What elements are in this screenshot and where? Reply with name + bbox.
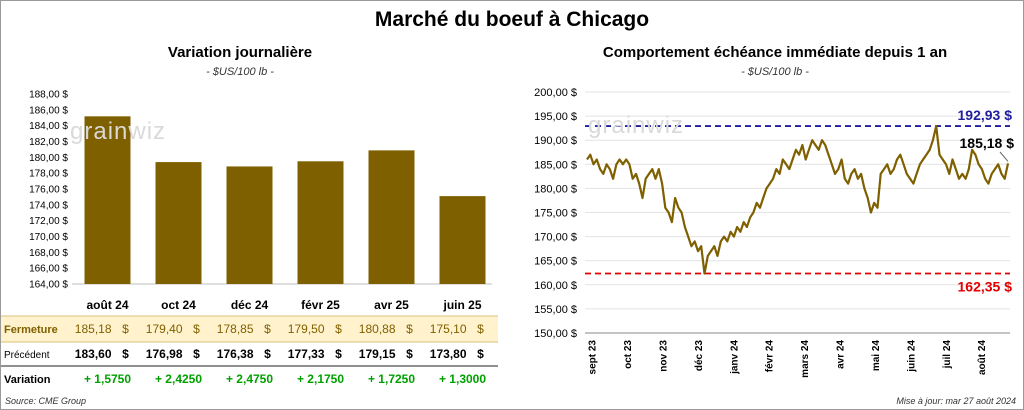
x-tick-label: mai 24 [871,340,882,372]
prev-value: 176,38 [217,347,254,361]
y-tick-label: 170,00 $ [534,232,577,244]
close-value: 185,18 [75,322,112,336]
close-currency: $ [477,322,484,336]
y-tick-label: 180,00 $ [29,153,68,164]
x-tick-label: oct 23 [623,340,634,369]
right-unit: - $US/100 lb - [741,66,809,78]
y-tick-label: 175,00 $ [534,208,577,220]
x-tick-label: juin 25 [442,298,481,312]
x-tick-label: févr 24 [765,340,776,373]
prev-currency: $ [335,347,342,361]
left-subtitle: Variation journalière [167,44,313,61]
y-tick-label: 168,00 $ [29,248,68,259]
y-tick-label: 185,00 $ [534,159,577,171]
y-tick-label: 186,00 $ [29,105,68,116]
prev-currency: $ [406,347,413,361]
close-currency: $ [122,322,129,336]
bar [84,116,131,284]
y-tick-label: 166,00 $ [29,264,68,275]
x-tick-label: nov 23 [658,340,669,372]
x-tick-label: mars 24 [800,340,811,378]
prev-currency: $ [193,347,200,361]
change-value: + 2,4250 [155,372,202,386]
y-tick-label: 176,00 $ [29,185,68,196]
bar [226,166,273,284]
line-chart: 150,00 $ 155,00 $ 160,00 $ 165,00 $ 170,00 $… [534,87,1015,378]
row-label-prev: Précédent [4,350,50,361]
x-tick-label: août 24 [977,340,988,375]
price-line [586,124,1010,275]
max-label: 192,93 $ [958,107,1013,123]
close-value: 175,10 [430,322,467,336]
y-tick-label: 184,00 $ [29,121,68,132]
y-tick-label: 155,00 $ [534,304,577,316]
close-value: 179,40 [146,322,183,336]
prev-currency: $ [122,347,129,361]
close-value: 178,85 [217,322,254,336]
min-label: 162,35 $ [958,278,1013,294]
y-tick-label: 164,00 $ [29,280,68,291]
close-value: 180,88 [359,322,396,336]
y-tick-label: 150,00 $ [534,328,577,340]
close-currency: $ [193,322,200,336]
x-tick-label: avr 24 [836,340,847,369]
y-tick-label: 180,00 $ [534,183,577,195]
prev-value: 179,15 [359,347,396,361]
y-tick-label: 178,00 $ [29,169,68,180]
row-label-change: Variation [4,374,51,386]
x-tick-label: sept 23 [588,340,599,375]
x-tick-label: avr 25 [374,298,409,312]
close-value: 179,50 [288,322,325,336]
y-tick-label: 160,00 $ [534,280,577,292]
prev-value: 177,33 [288,347,325,361]
prev-currency: $ [264,347,271,361]
close-currency: $ [335,322,342,336]
left-unit: - $US/100 lb - [206,66,274,78]
y-tick-label: 172,00 $ [29,216,68,227]
y-tick-label: 170,00 $ [29,232,68,243]
y-tick-label: 174,00 $ [29,200,68,211]
prev-value: 176,98 [146,347,183,361]
source-note: Source: CME Group [5,396,87,406]
prev-currency: $ [477,347,484,361]
y-tick-label: 182,00 $ [29,137,68,148]
bar [439,196,486,284]
x-tick-label: août 24 [86,298,128,312]
change-value: + 1,7250 [368,372,415,386]
bar [297,161,344,284]
change-value: + 2,1750 [297,372,344,386]
x-tick-label: oct 24 [161,298,196,312]
y-tick-label: 200,00 $ [534,87,577,99]
update-note: Mise à jour: mar 27 août 2024 [896,396,1016,406]
change-value: + 1,5750 [84,372,131,386]
bar-chart: 164,00 $ 166,00 $ 168,00 $ 170,00 $ 172,00 $… [1,90,498,386]
right-subtitle: Comportement échéance immédiate depuis 1… [602,44,948,61]
prev-value: 183,60 [75,347,112,361]
close-row-bg [1,316,498,342]
y-tick-label: 165,00 $ [534,256,577,268]
x-tick-label: févr 25 [301,298,340,312]
x-tick-label: juil 24 [942,340,953,370]
close-currency: $ [264,322,271,336]
bar [155,162,202,284]
bar [368,150,415,284]
x-tick-label: déc 24 [231,298,269,312]
watermark-right: grainwiz [588,112,685,139]
change-value: + 2,4750 [226,372,273,386]
last-label-leader [999,151,1009,162]
change-value: + 1,3000 [439,372,486,386]
x-tick-label: déc 23 [694,340,705,372]
x-tick-label: juin 24 [906,340,917,373]
y-tick-label: 188,00 $ [29,90,68,101]
row-label-close: Fermeture [4,324,58,336]
watermark-left: grainwiz [70,118,167,145]
prev-value: 173,80 [430,347,467,361]
y-tick-label: 195,00 $ [534,111,577,123]
close-currency: $ [406,322,413,336]
x-tick-label: janv 24 [729,340,740,375]
last-label: 185,18 $ [960,135,1015,151]
y-tick-label: 190,00 $ [534,135,577,147]
page-title: Marché du boeuf à Chicago [374,8,650,31]
